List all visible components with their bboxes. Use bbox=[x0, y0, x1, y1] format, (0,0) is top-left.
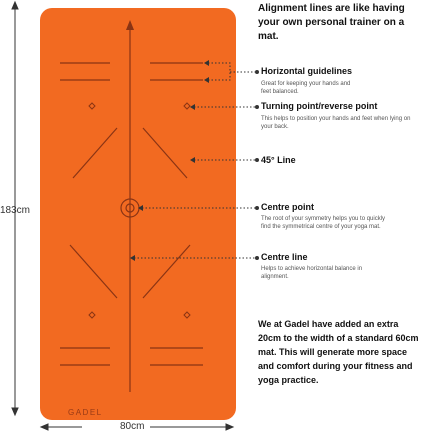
turning-point-markers bbox=[88, 102, 191, 319]
mat-alignment-lines bbox=[60, 20, 203, 392]
callout-dots bbox=[255, 70, 259, 260]
callout-desc-centre-point: The root of your symmetry helps you to q… bbox=[261, 216, 386, 230]
callout-title-centre-point: Centre point bbox=[261, 202, 314, 212]
callout-title-45-line: 45° Line bbox=[261, 155, 296, 165]
width-label: 80cm bbox=[120, 421, 145, 432]
callout-desc-centre-line: Helps to achieve horizontal balance in a… bbox=[261, 266, 363, 280]
width-dimension-arrow bbox=[39, 423, 235, 431]
callout-title-horizontal-guidelines: Horizontal guidelines bbox=[261, 66, 353, 76]
footer-description: We at Gadel have added an extra 20cm to … bbox=[258, 319, 419, 385]
callout-desc-turning-point: This helps to position your hands and fe… bbox=[261, 116, 411, 130]
callout-connectors bbox=[134, 62, 255, 259]
intro-heading: Alignment lines are like having your own… bbox=[258, 3, 405, 42]
mat-surface bbox=[40, 8, 236, 420]
height-label: 183cm bbox=[0, 205, 31, 216]
brand-logo: GADEL bbox=[68, 408, 103, 417]
callout-desc-horizontal-guidelines: Great for keeping your hands and feet ba… bbox=[261, 81, 351, 95]
callout-title-turning-point: Turning point/reverse point bbox=[261, 101, 378, 111]
centre-line-arrowhead bbox=[126, 20, 134, 30]
callout-arrowheads bbox=[130, 60, 209, 261]
callout-title-centre-line: Centre line bbox=[261, 252, 308, 262]
height-dimension-arrow bbox=[11, 0, 19, 417]
